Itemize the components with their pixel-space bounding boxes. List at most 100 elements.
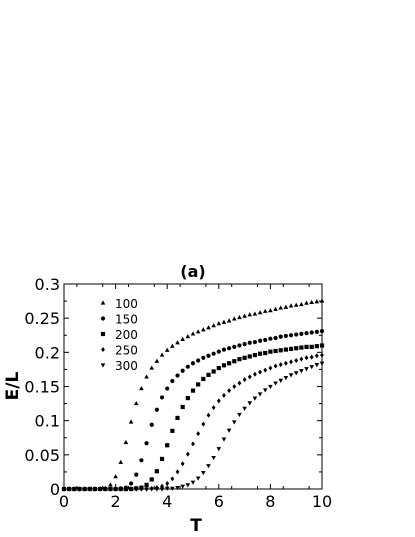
- data-point: [201, 471, 206, 476]
- x-tick-label: 10: [312, 492, 332, 511]
- data-point: [102, 487, 108, 492]
- legend-marker: [100, 363, 106, 368]
- data-point: [319, 361, 325, 366]
- data-point: [164, 486, 170, 491]
- data-point: [273, 306, 278, 311]
- data-point: [226, 428, 232, 433]
- data-point: [185, 334, 191, 339]
- data-point: [252, 339, 258, 345]
- data-point: [299, 301, 304, 307]
- data-point: [66, 487, 72, 492]
- data-point: [154, 487, 160, 492]
- y-tick-label: 0.2: [35, 343, 60, 362]
- data-point: [309, 299, 314, 305]
- data-point: [206, 464, 211, 469]
- data-point: [211, 455, 216, 461]
- data-point: [185, 451, 190, 457]
- legend-marker: [101, 347, 105, 352]
- data-point: [159, 456, 165, 462]
- data-point: [72, 487, 77, 492]
- data-point: [252, 352, 258, 358]
- data-point: [263, 367, 268, 373]
- data-point: [221, 319, 227, 324]
- data-point: [190, 361, 196, 366]
- data-point: [226, 318, 232, 323]
- data-point: [149, 477, 154, 482]
- data-point: [180, 484, 185, 489]
- data-point: [185, 364, 190, 369]
- data-point: [128, 481, 134, 486]
- data-point: [257, 392, 263, 397]
- y-axis-label: E/L: [3, 372, 23, 401]
- data-point: [108, 487, 113, 492]
- data-point: [154, 469, 159, 474]
- data-point: [211, 351, 216, 356]
- data-point: [133, 487, 139, 492]
- data-point: [278, 378, 284, 383]
- data-point: [87, 487, 93, 492]
- data-point: [268, 308, 273, 313]
- data-point: [247, 312, 253, 317]
- data-point: [293, 371, 299, 376]
- data-point: [221, 363, 227, 368]
- data-point: [320, 352, 324, 358]
- data-point: [314, 363, 320, 368]
- data-point: [190, 480, 196, 485]
- data-point: [165, 443, 170, 448]
- data-point: [304, 355, 309, 361]
- data-point: [227, 388, 232, 394]
- data-point: [294, 358, 299, 364]
- data-point: [149, 422, 154, 427]
- data-point: [196, 431, 201, 437]
- data-point: [262, 308, 268, 313]
- x-tick-label: 4: [162, 492, 172, 511]
- data-point: [144, 487, 149, 492]
- data-point: [149, 365, 155, 370]
- data-point: [201, 376, 206, 382]
- data-point: [268, 349, 273, 354]
- data-point: [180, 461, 185, 467]
- data-point: [216, 447, 222, 452]
- data-point: [154, 358, 160, 363]
- data-point: [242, 342, 247, 347]
- data-point: [262, 388, 268, 393]
- data-point: [232, 359, 237, 364]
- data-point: [154, 407, 159, 412]
- data-point: [175, 340, 180, 345]
- data-point: [201, 355, 206, 360]
- data-point: [195, 329, 201, 334]
- data-point: [139, 385, 144, 391]
- data-point: [288, 303, 294, 308]
- y-tick-label: 0.1: [35, 412, 60, 431]
- data-point: [134, 472, 139, 477]
- data-point: [314, 299, 320, 304]
- data-point: [319, 343, 325, 348]
- data-point: [144, 374, 149, 379]
- data-point: [180, 404, 185, 410]
- data-point: [237, 412, 242, 418]
- y-tick-label: 0: [50, 480, 60, 499]
- data-point: [231, 420, 237, 425]
- data-point: [299, 345, 304, 350]
- data-point: [159, 487, 165, 492]
- data-point: [180, 368, 185, 373]
- data-point: [61, 487, 67, 492]
- data-point: [196, 382, 201, 387]
- data-point: [294, 346, 299, 351]
- data-points: [61, 298, 325, 492]
- data-point: [263, 350, 268, 356]
- data-point: [185, 483, 191, 488]
- data-point: [283, 333, 288, 339]
- data-point: [309, 365, 314, 370]
- data-point: [170, 428, 175, 434]
- data-point: [144, 441, 149, 446]
- series-150: [61, 329, 325, 492]
- data-point: [257, 338, 263, 343]
- legend-label: 200: [115, 328, 138, 342]
- data-point: [268, 384, 273, 390]
- data-point: [77, 487, 82, 492]
- data-point: [247, 340, 252, 345]
- data-point: [231, 316, 237, 321]
- y-tick-label: 0.05: [24, 446, 60, 465]
